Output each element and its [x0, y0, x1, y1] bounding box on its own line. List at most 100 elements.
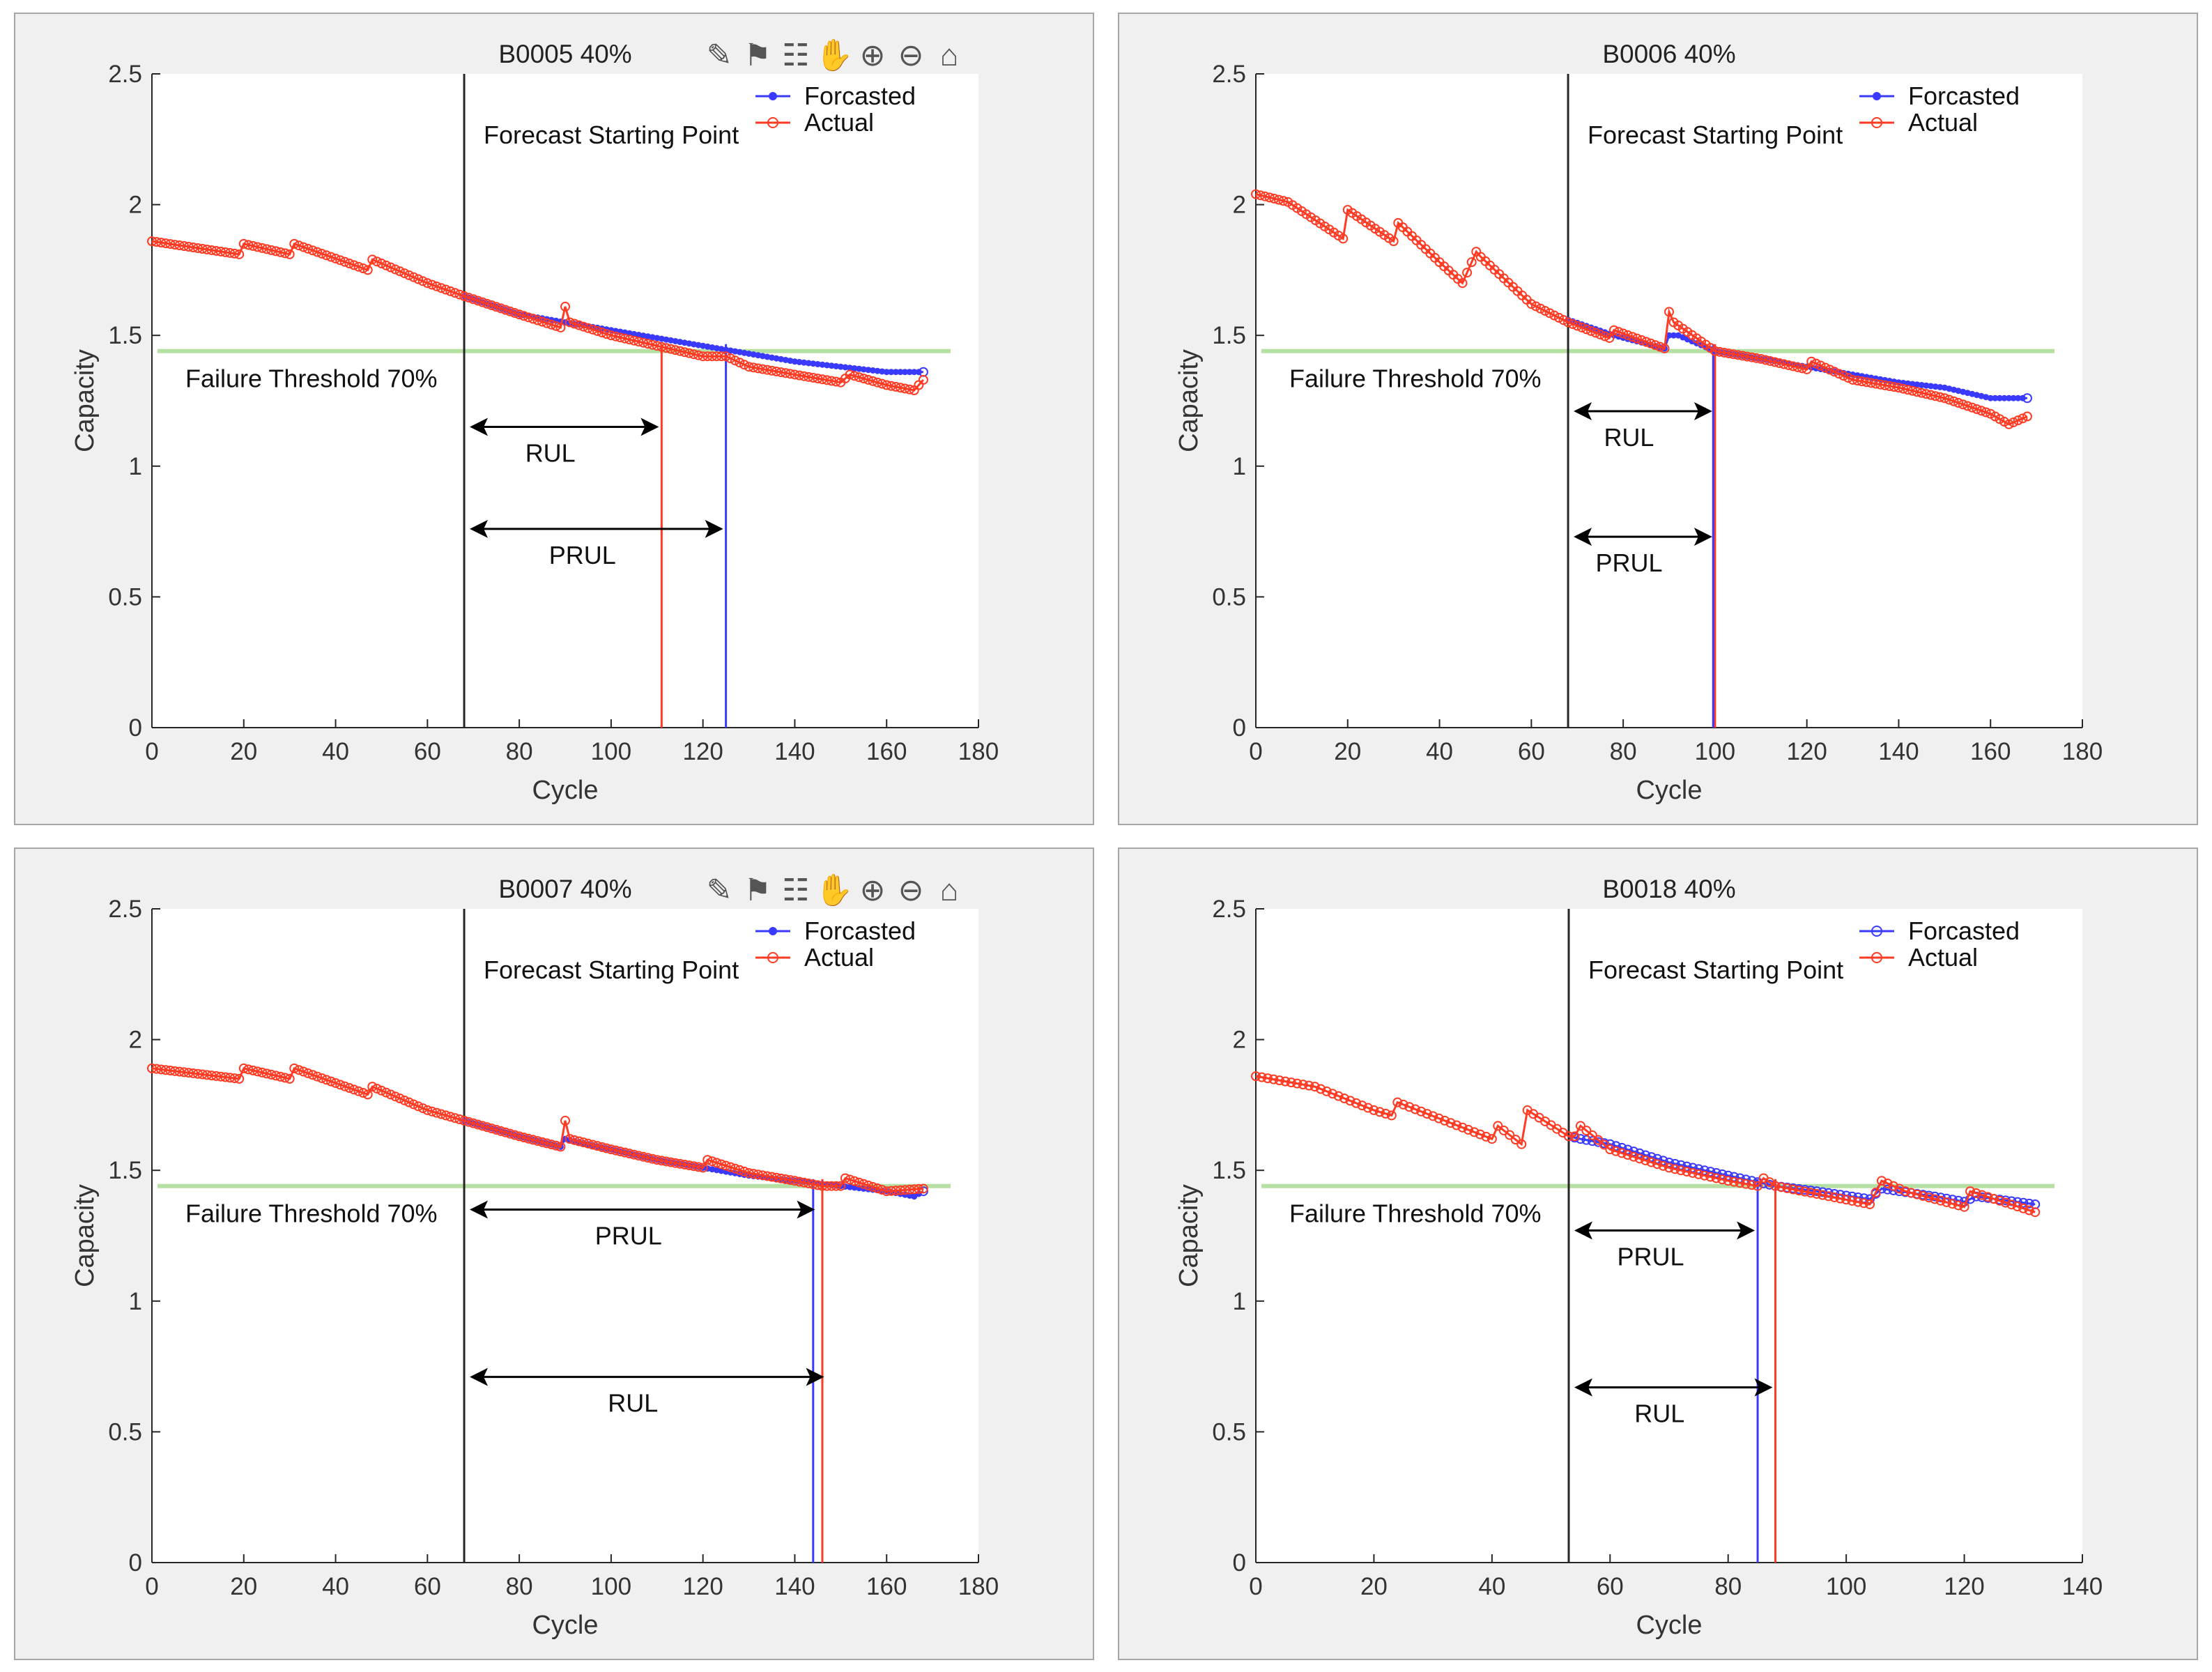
x-tick-label: 20 [1334, 738, 1361, 765]
data-point [1746, 352, 1757, 362]
brush-icon[interactable]: ✎ [707, 38, 732, 72]
data-point [1634, 1153, 1645, 1164]
data-point [454, 1114, 465, 1125]
legend-entry-actual: Actual [804, 943, 874, 972]
data-point [560, 1115, 570, 1126]
data-point [160, 1065, 171, 1075]
data-point [192, 243, 203, 254]
data-point [1847, 1195, 1857, 1206]
data-point [270, 1071, 281, 1081]
data-point [1912, 1189, 1922, 1199]
zoom-in-icon[interactable]: ⊕ [860, 38, 886, 72]
data-point [238, 1063, 249, 1073]
data-point [1699, 1170, 1710, 1181]
data-point [578, 1137, 589, 1148]
data-point [716, 1159, 727, 1169]
arrow-head-left [1574, 1221, 1592, 1240]
data-tip-icon[interactable]: ⚑ [744, 38, 771, 72]
y-axis-label: Capacity [70, 349, 100, 452]
data-point [1613, 327, 1624, 337]
data-point [1654, 342, 1665, 352]
data-point [399, 268, 410, 279]
zoom-out-icon[interactable]: ⊖ [898, 873, 924, 907]
zoom-out-icon[interactable]: ⊖ [898, 38, 924, 72]
y-tick-label: 1.5 [1212, 1157, 1246, 1184]
data-point [1563, 1131, 1574, 1142]
data-point [1428, 1111, 1438, 1121]
data-point [431, 281, 442, 291]
data-point [1930, 1194, 1940, 1204]
x-axis-label: Cycle [532, 1611, 598, 1640]
data-point [2022, 411, 2032, 422]
data-point [1617, 1148, 1627, 1158]
data-point [1963, 401, 1973, 411]
data-point [1280, 1076, 1291, 1087]
y-tick-label: 0.5 [1212, 583, 1246, 611]
data-point [1333, 1091, 1344, 1101]
legend-swatch-marker [1871, 926, 1882, 937]
y-tick-label: 2.5 [108, 61, 142, 88]
data-point [693, 1162, 704, 1172]
data-point [427, 279, 437, 290]
data-point [229, 1073, 240, 1084]
y-tick-label: 2.5 [1212, 896, 1246, 923]
y-tick-label: 1.5 [108, 322, 142, 349]
x-tick-label: 0 [145, 738, 158, 765]
data-point [739, 360, 749, 370]
data-point [633, 337, 644, 347]
data-point [652, 341, 662, 351]
data-point [174, 240, 185, 251]
data-point [463, 1117, 474, 1127]
data-point [1959, 1202, 1969, 1212]
legend-toggle-icon[interactable]: ☷ [782, 38, 809, 72]
home-icon[interactable]: ⌂ [940, 873, 959, 907]
data-point [1505, 1130, 1515, 1140]
y-tick-label: 2 [129, 1027, 142, 1054]
data-point [519, 311, 529, 321]
data-point [1693, 1169, 1704, 1179]
data-point [1618, 328, 1629, 339]
data-point [275, 247, 286, 257]
data-point [321, 250, 332, 261]
data-point [1457, 278, 1468, 289]
data-point [555, 322, 566, 332]
arrow-label-prul: PRUL [549, 541, 616, 569]
pan-icon[interactable]: ✋ [815, 873, 854, 907]
data-point [707, 351, 717, 362]
y-tick-label: 1 [1233, 1288, 1246, 1315]
zoom-in-icon[interactable]: ⊕ [860, 873, 886, 907]
brush-icon[interactable]: ✎ [707, 873, 732, 907]
data-point [1903, 385, 1913, 395]
data-point [312, 1071, 323, 1082]
data-point [804, 371, 814, 382]
legend-swatch-marker [769, 927, 777, 935]
legend-toggle-icon[interactable]: ☷ [782, 873, 809, 907]
failure-threshold-label: Failure Threshold 70% [185, 1199, 438, 1228]
home-icon[interactable]: ⌂ [940, 38, 959, 72]
series-markers-actual [1251, 1071, 2041, 1218]
data-point [431, 1107, 442, 1118]
data-point [454, 289, 465, 300]
data-point [1345, 1096, 1355, 1106]
x-tick-label: 60 [414, 1573, 441, 1600]
y-tick-label: 1 [129, 453, 142, 480]
data-point [339, 1081, 350, 1091]
arrow-head-right [806, 1367, 824, 1386]
data-point [500, 1127, 511, 1137]
data-point [762, 1171, 772, 1181]
x-tick-label: 120 [682, 1573, 723, 1600]
data-point [670, 1158, 681, 1168]
data-point [771, 1172, 782, 1183]
data-point [289, 238, 300, 249]
pan-icon[interactable]: ✋ [815, 38, 854, 72]
y-tick-label: 2.5 [108, 896, 142, 923]
data-tip-icon[interactable]: ⚑ [744, 873, 771, 907]
failure-threshold-label: Failure Threshold 70% [1289, 365, 1542, 393]
data-point [215, 1071, 226, 1082]
data-point [1463, 1125, 1473, 1135]
chart-title: B0005 40% [498, 40, 631, 68]
data-point [744, 1167, 754, 1178]
data-point [542, 1138, 552, 1149]
data-point [440, 284, 451, 295]
